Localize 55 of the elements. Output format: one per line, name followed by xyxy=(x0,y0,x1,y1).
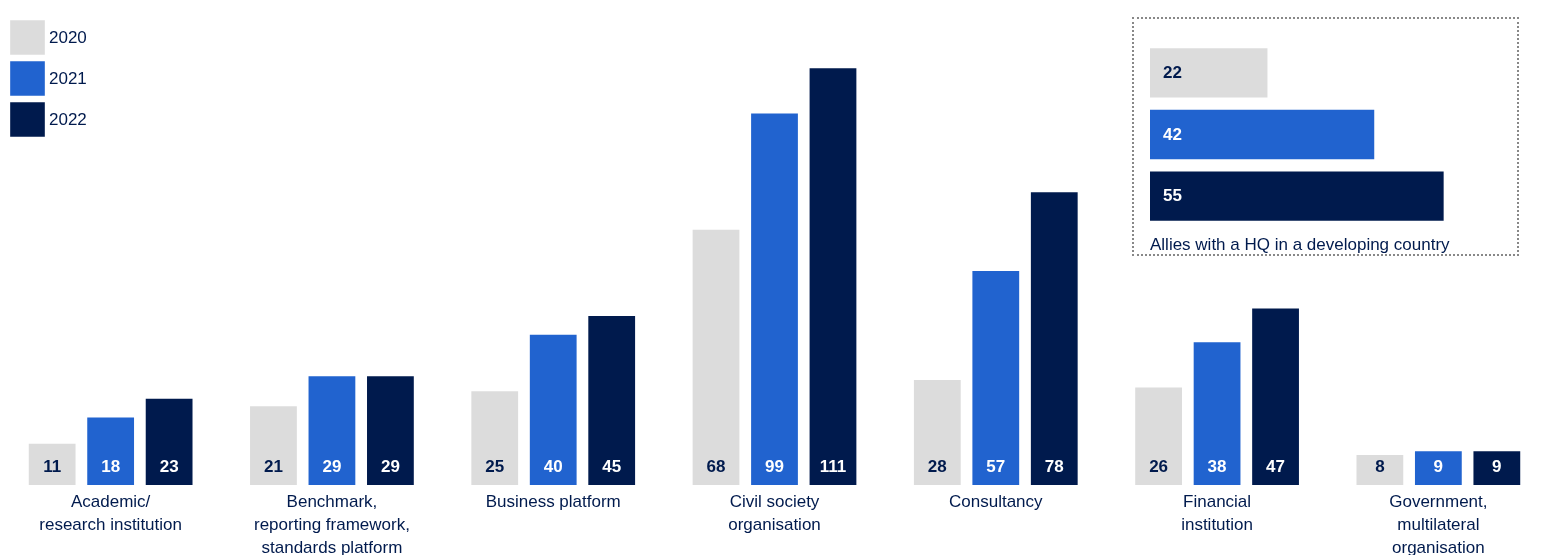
bar xyxy=(692,229,740,485)
bar xyxy=(1356,454,1404,485)
data-label: 111 xyxy=(819,457,847,476)
legend-label: 2022 xyxy=(49,109,87,129)
bar xyxy=(913,379,961,485)
x-tick-label: Business platform xyxy=(485,491,621,511)
data-label: 55 xyxy=(1163,186,1182,206)
bar xyxy=(751,113,798,485)
data-label: 29 xyxy=(322,457,342,476)
data-label: 45 xyxy=(602,457,622,476)
x-tick-label: Financial institution xyxy=(1181,491,1253,534)
data-label: 99 xyxy=(765,457,784,476)
x-tick-label: Academic/research institution xyxy=(39,491,182,534)
annotation: Allies with a HQ in a developing country xyxy=(1150,235,1451,254)
data-label: 38 xyxy=(1207,457,1227,476)
data-label: 47 xyxy=(1266,457,1286,476)
bar xyxy=(367,376,414,485)
data-label: 28 xyxy=(927,457,947,476)
data-label: 9 xyxy=(1433,457,1444,476)
bar xyxy=(972,271,1020,485)
data-label: 9 xyxy=(1492,457,1502,476)
data-label: 26 xyxy=(1149,457,1169,476)
bar xyxy=(145,398,193,485)
bar xyxy=(809,68,857,485)
bar xyxy=(87,417,135,485)
data-label: 29 xyxy=(380,457,400,476)
data-label: 78 xyxy=(1044,457,1064,476)
bar xyxy=(588,316,636,485)
data-label: 22 xyxy=(1163,62,1182,82)
dotted-frame: 22 42 55 Allies with a HQ in a developing country xyxy=(1132,17,1519,256)
bar xyxy=(1193,342,1241,485)
bar xyxy=(1473,451,1521,485)
data-label: 40 xyxy=(543,457,563,476)
bar xyxy=(529,334,577,485)
bar xyxy=(1252,308,1299,485)
data-label: 18 xyxy=(101,457,121,476)
data-label: 25 xyxy=(485,457,505,476)
data-label: 68 xyxy=(706,457,726,476)
data-label: 23 xyxy=(159,457,179,476)
bar xyxy=(1414,451,1462,485)
data-label: 42 xyxy=(1163,124,1182,144)
data-label: 57 xyxy=(986,457,1006,476)
bar xyxy=(308,376,356,485)
bar xyxy=(471,391,519,485)
legend-label: 2021 xyxy=(49,68,87,88)
bar xyxy=(1030,192,1078,485)
data-label: 21 xyxy=(263,457,283,476)
data-label: 8 xyxy=(1375,457,1385,476)
x-tick-label: Civil society organisation xyxy=(728,491,821,534)
bar xyxy=(1135,387,1182,485)
bar xyxy=(28,443,76,485)
legend-label: 2020 xyxy=(49,27,87,47)
x-tick-label: Consultancy xyxy=(949,491,1044,511)
data-label: 11 xyxy=(43,457,62,476)
bar xyxy=(250,406,297,485)
